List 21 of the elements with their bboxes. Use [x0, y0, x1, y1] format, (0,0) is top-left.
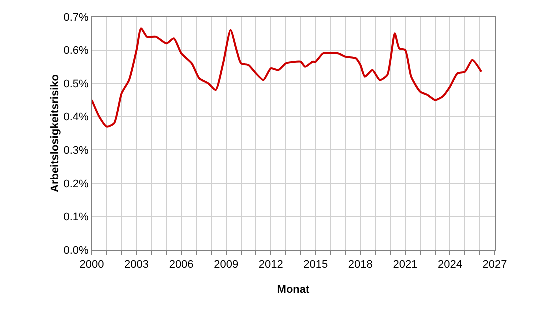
x-axis-title: Monat [277, 284, 310, 296]
y-axis-title: Arbeitslosigkeitsrisiko [50, 74, 62, 192]
x-tick-label: 2027 [482, 259, 508, 272]
x-tick-label: 2003 [124, 259, 150, 272]
x-tick-label: 2024 [438, 259, 462, 272]
x-tick-label: 2009 [214, 259, 239, 272]
y-tick-label: 0.4% [64, 112, 90, 124]
x-tick-label: 2021 [393, 259, 418, 272]
y-tick-label: 0.6% [64, 45, 90, 58]
y-tick-label: 0.3% [64, 144, 90, 157]
y-tick-label: 0.5% [64, 78, 90, 90]
x-tick-label: 2012 [258, 259, 284, 272]
y-tick-label: 0.7% [64, 12, 90, 24]
y-tick-label: 0.0% [64, 244, 90, 257]
x-tick-label: 2006 [169, 259, 194, 272]
y-tick-label: 0.2% [64, 178, 90, 190]
y-tick-label: 0.1% [64, 212, 90, 224]
x-tick-label: 2018 [348, 259, 373, 272]
x-tick-label: 2000 [80, 259, 104, 272]
x-tick-label: 2015 [304, 259, 328, 272]
line-series [92, 28, 483, 128]
